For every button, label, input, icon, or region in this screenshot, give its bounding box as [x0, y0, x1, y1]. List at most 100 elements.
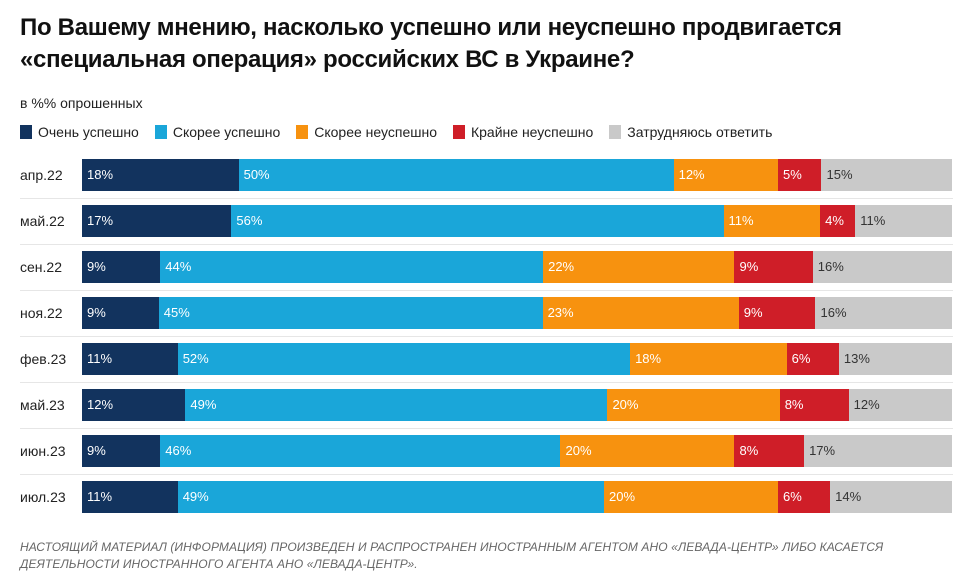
row-divider — [20, 244, 953, 245]
legend-item: Крайне неуспешно — [452, 124, 594, 140]
data-label: 4% — [825, 213, 844, 228]
bar-row: май.22 17% 56% 11% 4% 11% — [20, 205, 952, 237]
bar-segment: 23% — [542, 297, 739, 329]
data-label: 9% — [743, 305, 763, 320]
data-label: 11% — [87, 351, 113, 366]
legend-label: Крайне неуспешно — [470, 124, 594, 140]
bar-segment: 11% — [723, 205, 821, 237]
legend-item: Скорее успешно — [154, 124, 281, 140]
data-label: 11% — [728, 213, 754, 228]
category-label: апр.22 — [20, 167, 63, 183]
legend-swatch — [20, 125, 32, 139]
stacked-bar: 17% 56% 11% 4% 11% — [82, 205, 952, 237]
data-label: 49% — [182, 489, 209, 504]
bar-row: май.23 12% 49% 20% 8% 12% — [20, 389, 952, 421]
bar-segment: 18% — [630, 343, 787, 375]
bar-segment: 11% — [855, 205, 952, 237]
legend-label: Скорее успешно — [172, 124, 281, 140]
data-label: 22% — [548, 259, 575, 274]
data-label: 14% — [835, 489, 862, 504]
legend-swatch — [609, 125, 622, 139]
data-label: 8% — [784, 397, 804, 412]
bar-segment: 17% — [804, 435, 952, 467]
data-label: 9% — [87, 305, 106, 320]
bar-segment: 14% — [830, 481, 952, 513]
category-label: фев.23 — [20, 351, 67, 367]
data-label: 9% — [87, 443, 106, 458]
data-label: 11% — [860, 213, 886, 228]
bar-segment: 45% — [158, 297, 543, 329]
legend-swatch — [154, 125, 167, 139]
bar-segment: 49% — [185, 389, 608, 421]
bar-segment: 16% — [815, 297, 952, 329]
chart-title: По Вашему мнению, насколько успешно или … — [20, 14, 842, 73]
data-label: 52% — [182, 351, 209, 366]
bar-segment: 5% — [777, 159, 822, 191]
data-label: 18% — [635, 351, 662, 366]
bar-segment: 12% — [673, 159, 778, 191]
data-label: 44% — [165, 259, 192, 274]
category-label: июн.23 — [20, 443, 66, 459]
data-label: 5% — [782, 167, 802, 182]
row-divider — [20, 474, 953, 475]
bar-segment: 17% — [82, 205, 232, 237]
legend-item: Очень успешно — [20, 124, 139, 140]
bar-segment: 44% — [160, 251, 544, 283]
data-label: 20% — [612, 397, 639, 412]
row-divider — [20, 198, 953, 199]
legend-item: Затрудняюсь ответить — [609, 124, 772, 140]
bar-segment: 6% — [786, 343, 839, 375]
data-label: 46% — [165, 443, 192, 458]
bar-segment: 8% — [734, 435, 805, 467]
bar-segment: 13% — [838, 343, 952, 375]
bar-segment: 9% — [82, 251, 161, 283]
data-label: 17% — [87, 213, 114, 228]
bar-segment: 8% — [779, 389, 849, 421]
data-label: 15% — [826, 167, 853, 182]
legend-label: Затрудняюсь ответить — [627, 124, 773, 140]
bar-row: сен.22 9% 44% 22% 9% 16% — [20, 251, 952, 283]
bar-segment: 22% — [543, 251, 735, 283]
bar-segment: 15% — [821, 159, 952, 191]
data-label: 56% — [236, 213, 263, 228]
data-label: 12% — [678, 167, 705, 182]
bar-segment: 11% — [82, 481, 178, 513]
bar-segment: 9% — [82, 297, 159, 329]
data-label: 8% — [739, 443, 759, 458]
bar-segment: 12% — [848, 389, 952, 421]
data-label: 16% — [817, 259, 844, 274]
bar-segment: 50% — [238, 159, 674, 191]
legend-swatch — [452, 125, 465, 139]
data-label: 45% — [163, 305, 190, 320]
bar-segment: 20% — [603, 481, 778, 513]
bar-row: апр.22 18% 50% 12% 5% 15% — [20, 159, 952, 191]
bar-segment: 49% — [177, 481, 604, 513]
category-label: май.22 — [20, 213, 65, 229]
bar-row: ноя.22 9% 45% 23% 9% 16% — [20, 297, 952, 329]
bar-row: фев.23 11% 52% 18% 6% 13% — [20, 343, 952, 375]
legend-label: Очень успешно — [38, 124, 139, 140]
data-label: 6% — [782, 489, 802, 504]
bar-segment: 46% — [160, 435, 561, 467]
data-label: 12% — [853, 397, 880, 412]
stacked-bar: 12% 49% 20% 8% 12% — [82, 389, 952, 421]
data-label: 49% — [190, 397, 217, 412]
bar-segment: 6% — [777, 481, 831, 513]
row-divider — [20, 382, 953, 383]
data-label: 18% — [87, 167, 114, 182]
data-label: 9% — [87, 259, 106, 274]
legend-swatch — [296, 125, 309, 139]
row-divider — [20, 290, 953, 291]
data-label: 13% — [843, 351, 870, 366]
bar-segment: 4% — [820, 205, 856, 237]
stacked-bar: 11% 49% 20% 6% 14% — [82, 481, 952, 513]
bar-segment: 20% — [560, 435, 735, 467]
chart-legend: Очень успешно Скорее успешно Скорее неуспе… — [20, 124, 788, 140]
data-label: 12% — [87, 397, 114, 412]
legend-item: Скорее неуспешно — [296, 124, 437, 140]
data-label: 50% — [243, 167, 270, 182]
bar-segment: 16% — [812, 251, 952, 283]
data-label: 17% — [809, 443, 836, 458]
bar-segment: 56% — [231, 205, 724, 237]
data-label: 9% — [739, 259, 759, 274]
